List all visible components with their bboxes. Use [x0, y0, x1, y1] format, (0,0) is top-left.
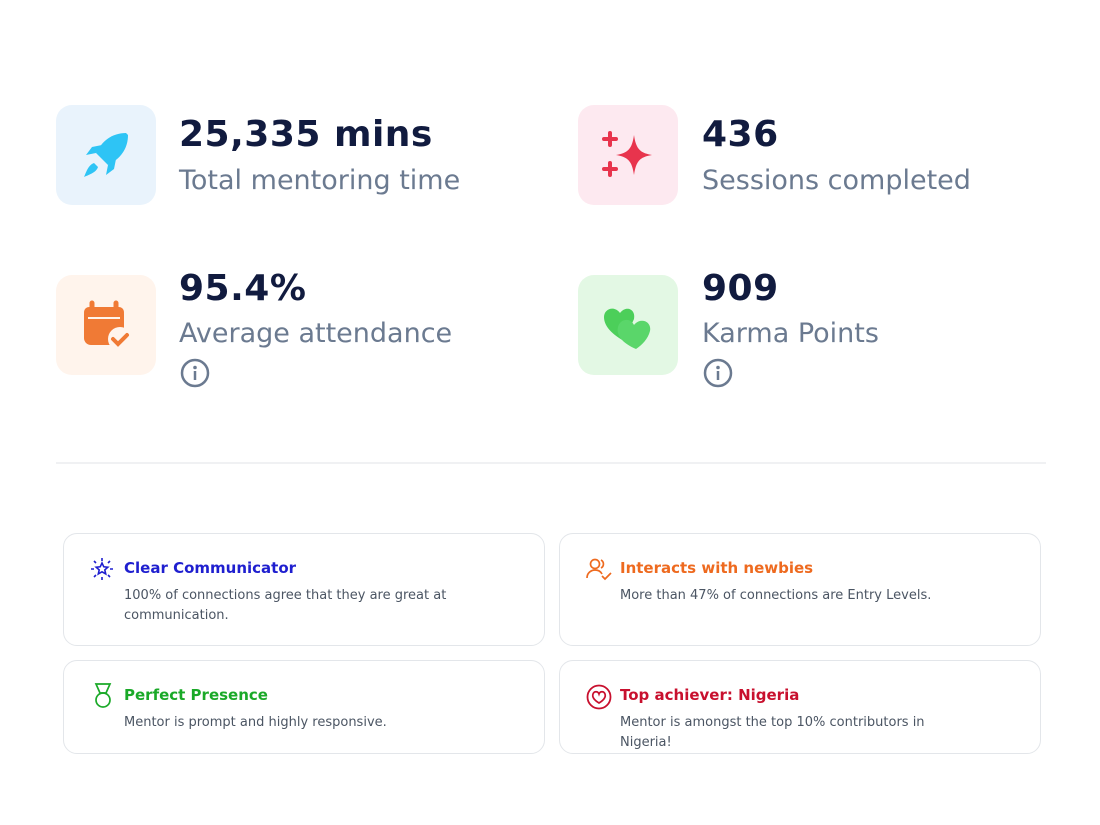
badge-icon [586, 558, 612, 581]
badge-description: Mentor is amongst the top 10% contributo… [620, 715, 925, 750]
info-icon[interactable] [703, 358, 733, 388]
hearts-icon [578, 275, 678, 375]
info-icon[interactable] [180, 358, 210, 388]
stat-value: 25,335 mins [179, 114, 433, 155]
stat-value: 436 [702, 114, 779, 155]
stat-label: Total mentoring time [179, 165, 461, 196]
badge-card: Clear Communicator 100% of connections a… [63, 533, 545, 646]
badge-icon [91, 558, 113, 580]
stat-label: Karma Points [702, 318, 879, 349]
badge-icon [586, 684, 612, 710]
badge-icon [94, 683, 112, 708]
badge-card: Top achiever: Nigeria Mentor is amongst … [559, 660, 1041, 754]
badge-card: Interacts with newbies More than 47% of … [559, 533, 1041, 646]
badge-description: More than 47% of connections are Entry L… [620, 588, 932, 603]
divider [56, 462, 1046, 464]
rocket-icon [56, 105, 156, 205]
calendar-icon [56, 275, 156, 375]
sparkle-icon [578, 105, 678, 205]
stat-label: Average attendance [179, 318, 453, 349]
badge-title: Clear Communicator [124, 559, 297, 577]
badge-description: Mentor is prompt and highly responsive. [124, 715, 387, 730]
badge-title: Perfect Presence [124, 686, 268, 704]
badge-description: 100% of connections agree that they are … [124, 588, 447, 623]
badge-card: Perfect Presence Mentor is prompt and hi… [63, 660, 545, 754]
stat-label: Sessions completed [702, 165, 971, 196]
badge-title: Interacts with newbies [620, 559, 814, 577]
badge-title: Top achiever: Nigeria [620, 686, 800, 704]
stat-value: 909 [702, 268, 779, 309]
stat-value: 95.4% [179, 268, 307, 309]
